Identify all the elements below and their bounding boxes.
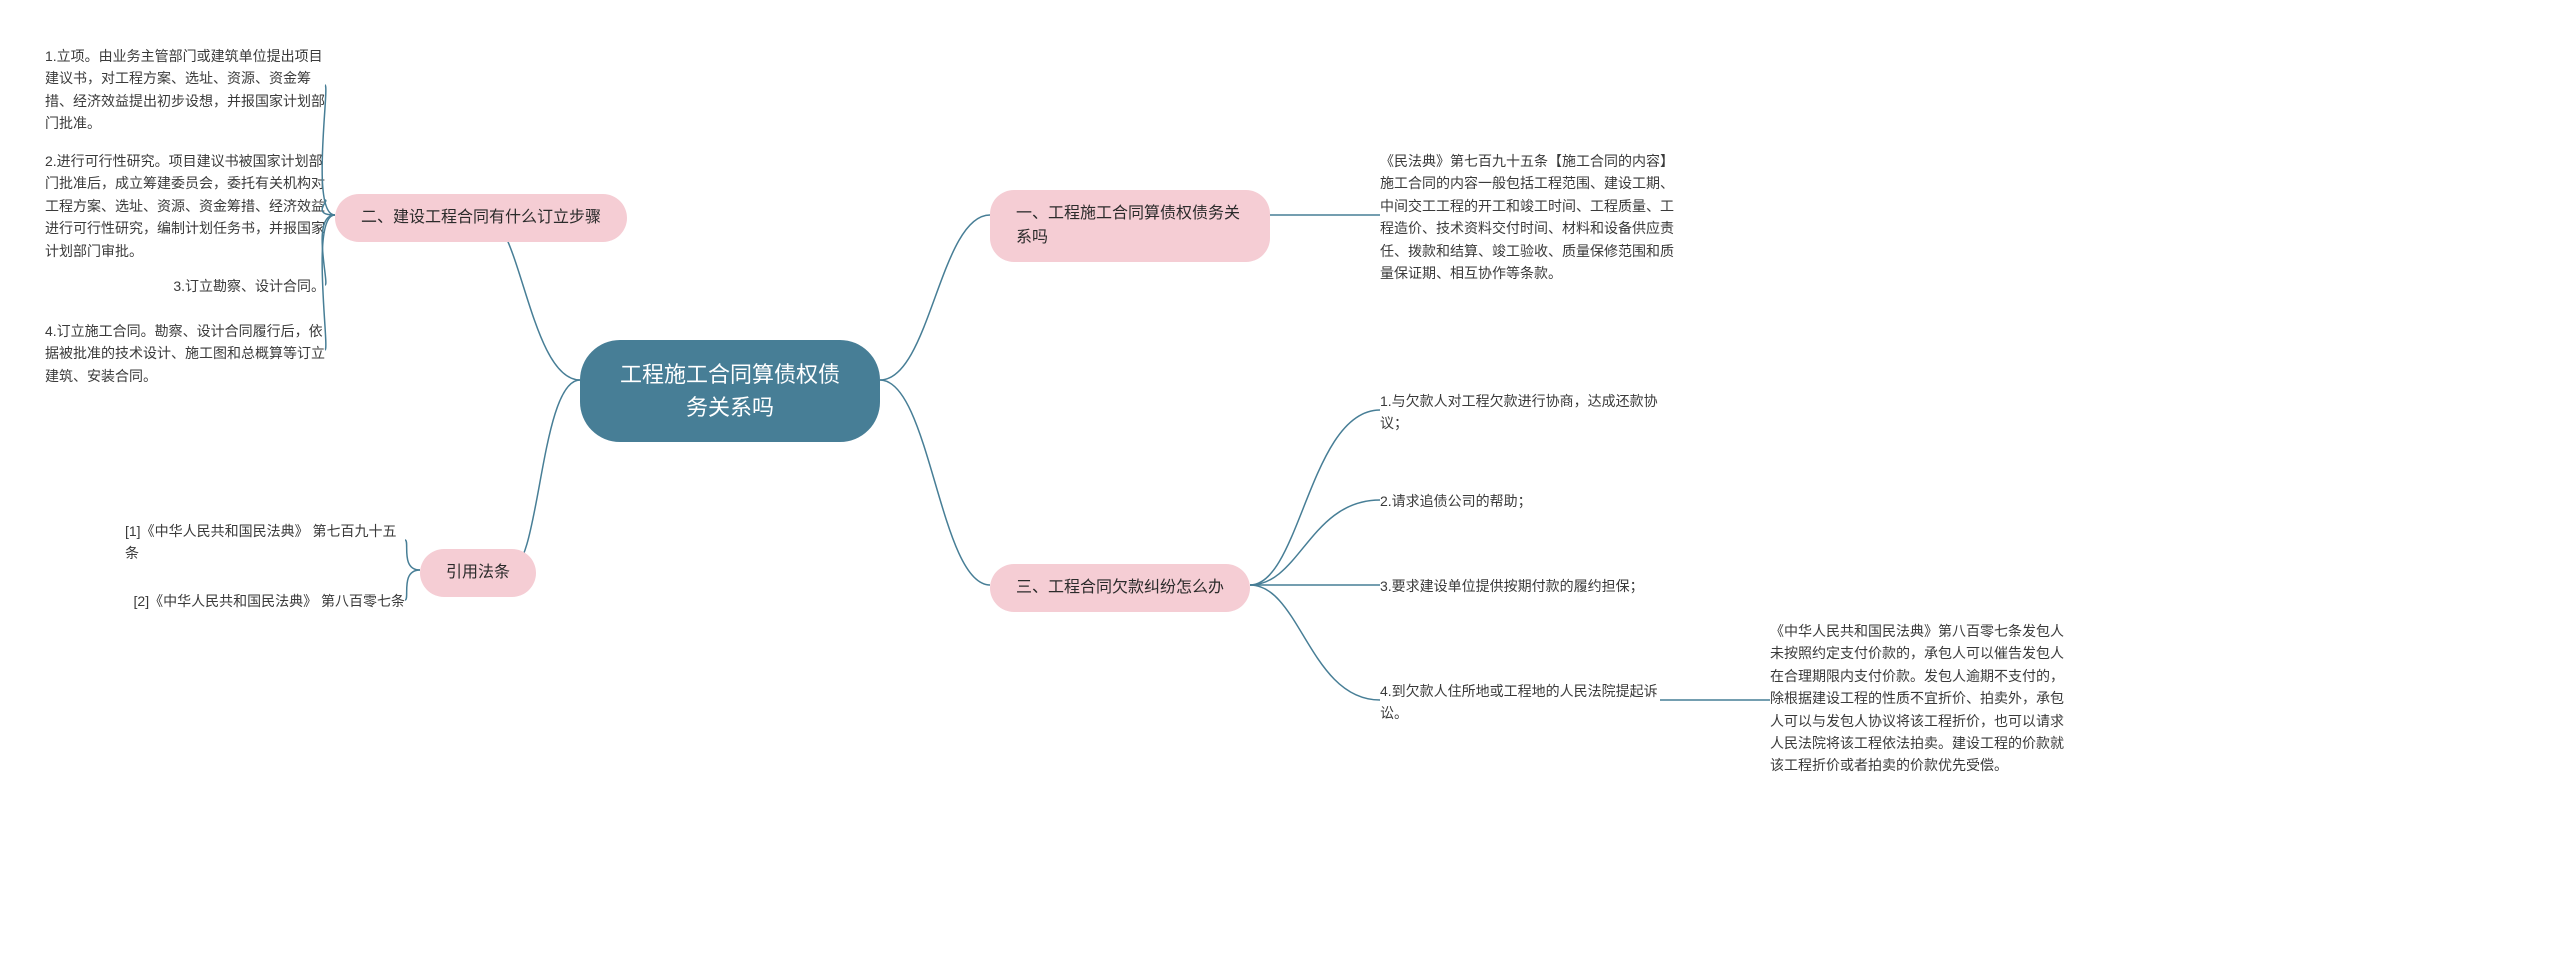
connector-layer [0,0,2560,967]
leaf-l1-4: 4.订立施工合同。勘察、设计合同履行后，依据被批准的技术设计、施工图和总概算等订… [45,320,325,387]
branch-left-1: 二、建设工程合同有什么订立步骤 [335,194,627,242]
leaf-l1-4-text: 4.订立施工合同。勘察、设计合同履行后，依据被批准的技术设计、施工图和总概算等订… [45,323,325,384]
leaf-r1-1-text: 《民法典》第七百九十五条【施工合同的内容】施工合同的内容一般包括工程范围、建设工… [1380,153,1674,281]
root-node: 工程施工合同算债权债务关系吗 [580,340,880,442]
branch-right-1-label: 一、工程施工合同算债权债务关系吗 [1016,205,1240,246]
leaf-l1-3: 3.订立勘察、设计合同。 [45,275,325,297]
leaf-r2-4-text: 4.到欠款人住所地或工程地的人民法院提起诉讼。 [1380,683,1658,721]
leaf-r2-3-text: 3.要求建设单位提供按期付款的履约担保； [1380,578,1644,594]
leaf-l2-2: [2]《中华人民共和国民法典》 第八百零七条 [125,590,405,612]
leaf-r2-1-text: 1.与欠款人对工程欠款进行协商，达成还款协议； [1380,393,1658,431]
branch-right-2: 三、工程合同欠款纠纷怎么办 [990,564,1250,612]
branch-left-1-label: 二、建设工程合同有什么订立步骤 [361,209,601,226]
leaf-l1-3-text: 3.订立勘察、设计合同。 [173,278,325,294]
branch-left-2: 引用法条 [420,549,536,597]
root-text: 工程施工合同算债权债务关系吗 [620,362,840,420]
leaf-l2-1: [1]《中华人民共和国民法典》 第七百九十五条 [125,520,405,565]
leaf-l1-1: 1.立项。由业务主管部门或建筑单位提出项目建议书，对工程方案、选址、资源、资金筹… [45,45,325,135]
leaf-l1-2-text: 2.进行可行性研究。项目建议书被国家计划部门批准后，成立筹建委员会，委托有关机构… [45,153,325,259]
leaf-r2-4-sub-text: 《中华人民共和国民法典》第八百零七条发包人未按照约定支付价款的，承包人可以催告发… [1770,623,2064,773]
branch-right-2-label: 三、工程合同欠款纠纷怎么办 [1016,579,1224,596]
leaf-r2-2-text: 2.请求追债公司的帮助； [1380,493,1532,509]
leaf-r2-4: 4.到欠款人住所地或工程地的人民法院提起诉讼。 [1380,680,1660,725]
connector-layer-2 [0,0,2560,967]
leaf-r2-4-sub: 《中华人民共和国民法典》第八百零七条发包人未按照约定支付价款的，承包人可以催告发… [1770,620,2070,777]
leaf-r2-1: 1.与欠款人对工程欠款进行协商，达成还款协议； [1380,390,1660,435]
leaf-l1-2: 2.进行可行性研究。项目建议书被国家计划部门批准后，成立筹建委员会，委托有关机构… [45,150,325,262]
leaf-l2-1-text: [1]《中华人民共和国民法典》 第七百九十五条 [125,523,396,561]
leaf-r2-3: 3.要求建设单位提供按期付款的履约担保； [1380,575,1660,597]
branch-right-1: 一、工程施工合同算债权债务关系吗 [990,190,1270,262]
branch-left-2-label: 引用法条 [446,564,510,581]
leaf-r1-1: 《民法典》第七百九十五条【施工合同的内容】施工合同的内容一般包括工程范围、建设工… [1380,150,1680,284]
leaf-r2-2: 2.请求追债公司的帮助； [1380,490,1660,512]
leaf-l1-1-text: 1.立项。由业务主管部门或建筑单位提出项目建议书，对工程方案、选址、资源、资金筹… [45,48,325,131]
leaf-l2-2-text: [2]《中华人民共和国民法典》 第八百零七条 [134,593,405,609]
